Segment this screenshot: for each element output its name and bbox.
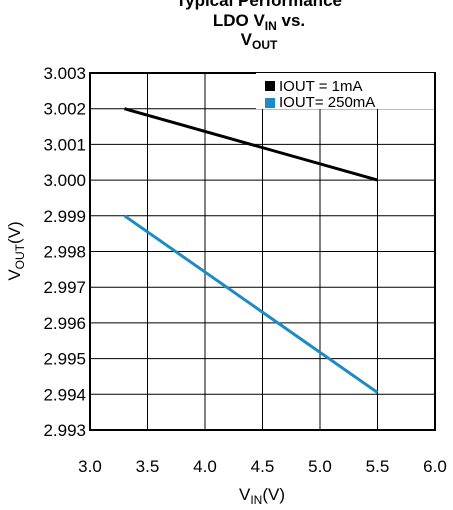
x-tick-label: 3.0 [78, 457, 102, 476]
x-axis-title-sub: IN [250, 493, 262, 507]
x-tick-label: 5.0 [308, 457, 332, 476]
x-axis-title-prefix: V [239, 485, 251, 504]
y-tick-label: 2.993 [43, 421, 86, 440]
x-tick-label: 4.5 [251, 457, 275, 476]
legend-background [256, 73, 434, 109]
y-tick-label: 2.994 [43, 385, 86, 404]
title-line1-prefix: LDO V [213, 11, 266, 30]
y-tick-label: 3.000 [43, 171, 86, 190]
x-tick-label: 5.5 [366, 457, 390, 476]
legend-label-iout-1ma: IOUT = 1mA [279, 78, 363, 95]
chart-title-line1: LDO VIN vs. [213, 11, 305, 33]
legend: IOUT = 1mA IOUT= 250mA [256, 73, 434, 111]
y-tick-label: 2.999 [43, 207, 86, 226]
y-tick-labels: 3.003 3.002 3.001 3.000 2.999 2.998 2.997 2.996… [43, 64, 86, 440]
legend-label-iout-250ma: IOUT= 250mA [279, 94, 375, 111]
y-tick-label: 3.001 [43, 135, 86, 154]
x-tick-labels: 3.0 3.5 4.0 4.5 5.0 5.5 6.0 [78, 457, 447, 476]
legend-swatch-iout-250ma [265, 98, 275, 108]
y-tick-label: 2.996 [43, 314, 86, 333]
chart-title-main: Typical Performance [176, 0, 342, 10]
chart-title-line2: VOUT [241, 30, 278, 52]
series-line-0 [124, 107, 378, 182]
series-line-1 [123, 214, 379, 394]
title-line1-sub: IN [265, 19, 277, 33]
x-tick-label: 6.0 [423, 457, 447, 476]
title-line1-suffix: vs. [277, 11, 305, 30]
y-axis-title-suffix: (V) [5, 221, 24, 244]
y-tick-label: 2.995 [43, 350, 86, 369]
y-tick-label: 2.997 [43, 278, 86, 297]
title-line2-sub: OUT [252, 38, 278, 52]
x-axis-title: VIN(V) [239, 485, 285, 507]
y-tick-label: 3.003 [43, 64, 86, 83]
y-tick-label: 3.002 [43, 100, 86, 119]
title-line2-prefix: V [241, 30, 253, 49]
y-tick-label: 2.998 [43, 243, 86, 262]
y-axis-title-sub: OUT [13, 243, 27, 269]
legend-swatch-iout-1ma [265, 81, 275, 91]
grid [89, 72, 436, 431]
y-axis-title-prefix: V [5, 269, 24, 281]
series-layer [123, 107, 379, 394]
x-tick-label: 4.0 [193, 457, 217, 476]
x-tick-label: 3.5 [136, 457, 160, 476]
x-axis-title-suffix: (V) [262, 485, 285, 504]
y-axis-title: VOUT(V) [5, 221, 27, 280]
